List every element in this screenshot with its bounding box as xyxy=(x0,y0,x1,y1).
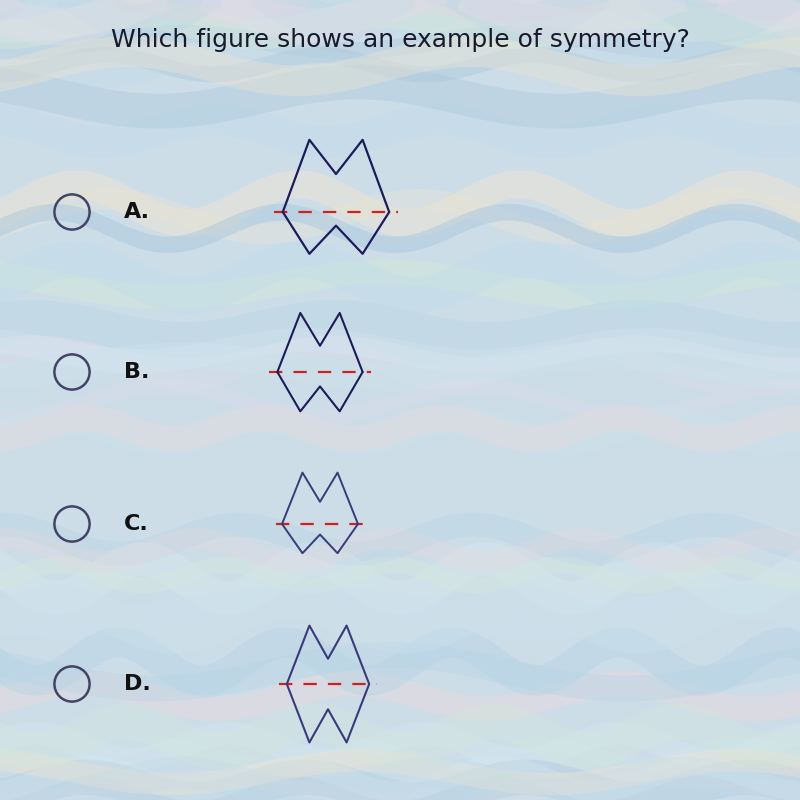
Text: D.: D. xyxy=(124,674,150,694)
Text: C.: C. xyxy=(124,514,149,534)
Text: B.: B. xyxy=(124,362,150,382)
Text: Which figure shows an example of symmetry?: Which figure shows an example of symmetr… xyxy=(110,28,690,52)
Text: A.: A. xyxy=(124,202,150,222)
